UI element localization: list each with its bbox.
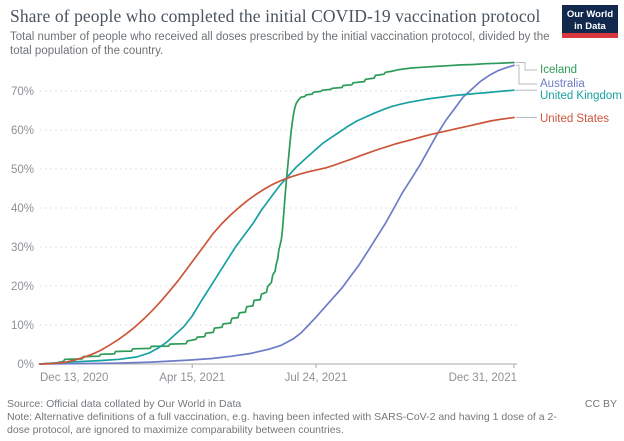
y-tick-label: 40% [11,203,34,215]
chart-subtitle: Total number of people who received all … [10,31,550,57]
y-tick-label: 30% [11,242,34,254]
series-line-united-kingdom[interactable] [39,89,515,365]
series-line-australia[interactable] [39,64,515,365]
legend-connector [516,62,537,71]
legend-item-iceland[interactable]: Iceland [540,64,578,76]
license-link[interactable]: CC BY [584,398,617,410]
y-tick-label: 50% [11,164,34,176]
x-tick-label: Apr 15, 2021 [159,372,225,384]
y-tick-label: 10% [11,320,34,332]
y-tick-label: 70% [11,86,34,98]
legend-item-united-states[interactable]: United States [540,113,610,125]
legend-item-australia[interactable]: Australia [540,78,585,90]
x-tick-label: Dec 13, 2020 [40,372,108,384]
owid-logo[interactable]: Our World in Data [562,5,618,38]
legend-item-united-kingdom[interactable]: United Kingdom [540,90,622,102]
chart-title: Share of people who completed the initia… [10,6,541,26]
y-tick-label: 60% [11,125,34,137]
legend-connector [516,64,537,85]
source-text: Source: Official data collated by Our Wo… [7,398,242,410]
x-tick-label: Dec 31, 2021 [449,372,517,384]
chart-footer: Source: Official data collated by Our Wo… [7,398,619,437]
x-tick-label: Jul 24, 2021 [285,372,348,384]
y-tick-label: 0% [17,359,34,371]
note-text: Note: Alternative definitions of a full … [7,411,557,436]
owid-logo-line2: in Data [574,21,606,32]
series-line-iceland[interactable] [39,61,515,365]
y-tick-label: 20% [11,281,34,293]
owid-logo-line1: Our World [566,9,614,20]
series-line-united-states[interactable] [39,116,515,365]
